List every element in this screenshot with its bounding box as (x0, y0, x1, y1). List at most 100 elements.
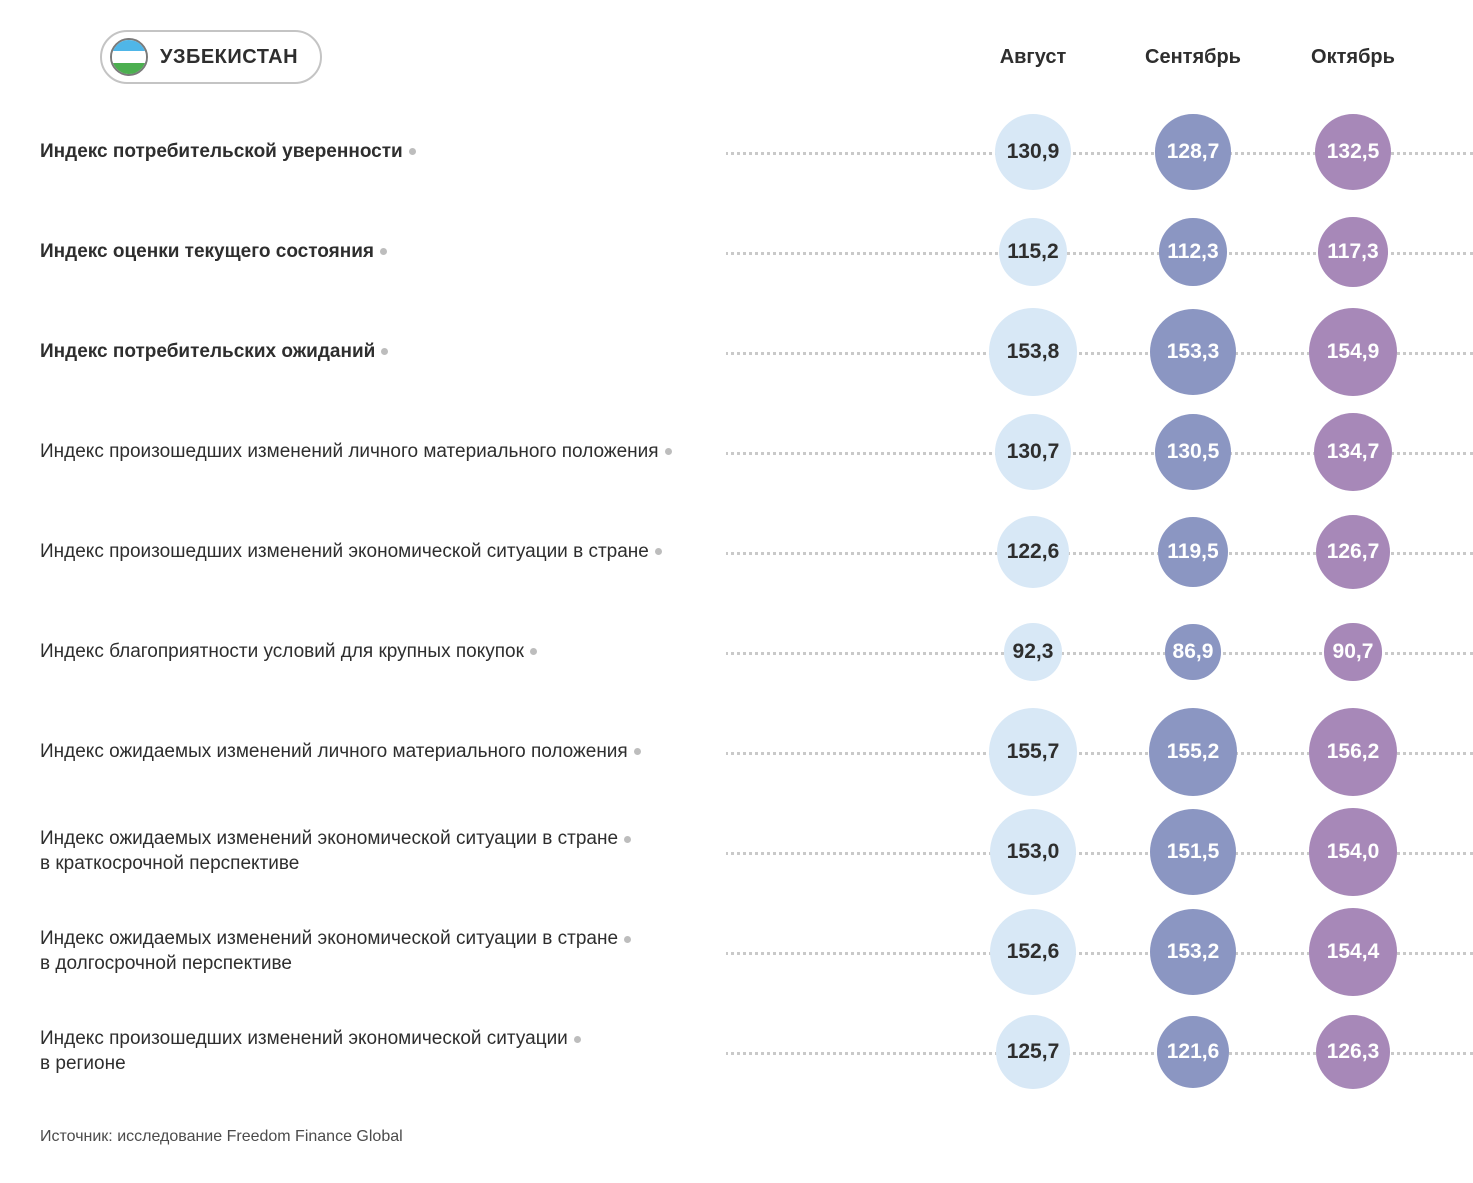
bubble-cell: 130,9 (953, 114, 1113, 191)
bubbles: 153,0 151,5 154,0 (953, 808, 1433, 895)
data-row: Индекс потребительской уверенности130,91… (40, 102, 1433, 202)
value-bubble: 90,7 (1324, 623, 1381, 680)
month-header-0: Август (953, 46, 1113, 69)
bubbles: 130,9 128,7 132,5 (953, 114, 1433, 191)
bubbles: 153,8 153,3 154,9 (953, 308, 1433, 396)
value-bubble: 153,2 (1150, 909, 1237, 996)
value-bubble: 154,9 (1309, 308, 1397, 396)
bubbles: 115,2 112,3 117,3 (953, 217, 1433, 287)
bubble-cell: 134,7 (1273, 413, 1433, 491)
value-bubble: 117,3 (1318, 217, 1388, 287)
bubble-cell: 117,3 (1273, 217, 1433, 287)
leader-dot-icon (624, 836, 631, 843)
row-label: Индекс благоприятности условий для крупн… (40, 640, 726, 665)
flag-icon (110, 38, 148, 76)
value-bubble: 130,7 (995, 414, 1071, 490)
value-bubble: 112,3 (1159, 218, 1226, 285)
bubble-cell: 119,5 (1113, 515, 1273, 589)
bubble-cell: 154,4 (1273, 908, 1433, 995)
value-bubble: 155,7 (989, 708, 1077, 796)
bubble-cell: 156,2 (1273, 708, 1433, 796)
value-bubble: 130,5 (1155, 414, 1231, 490)
bubble-cell: 153,2 (1113, 908, 1273, 995)
value-bubble: 121,6 (1157, 1016, 1229, 1088)
bubble-cell: 126,7 (1273, 515, 1433, 589)
bubble-cell: 153,0 (953, 808, 1113, 895)
data-row: Индекс ожидаемых изменений экономической… (40, 902, 1433, 1002)
value-bubble: 153,8 (989, 308, 1076, 395)
header-row: УЗБЕКИСТАН Август Сентябрь Октябрь (40, 30, 1433, 84)
flag-stripe-mid (112, 51, 146, 63)
row-label: Индекс потребительских ожиданий (40, 340, 726, 365)
bubbles: 125,7 121,6 126,3 (953, 1015, 1433, 1089)
bubble-cell: 126,3 (1273, 1015, 1433, 1089)
bubbles: 152,6 153,2 154,4 (953, 908, 1433, 995)
value-bubble: 126,3 (1316, 1015, 1390, 1089)
leader-dot-icon (530, 648, 537, 655)
bubbles: 92,3 86,9 90,7 (953, 623, 1433, 681)
value-bubble: 134,7 (1314, 413, 1392, 491)
infographic-root: УЗБЕКИСТАН Август Сентябрь Октябрь Индек… (0, 0, 1473, 1166)
bubble-cell: 132,5 (1273, 114, 1433, 191)
leader-dot-icon (665, 448, 672, 455)
value-bubble: 128,7 (1155, 114, 1230, 189)
leader-dot-icon (634, 748, 641, 755)
value-bubble: 126,7 (1316, 515, 1390, 589)
row-label: Индекс оценки текущего состояния (40, 240, 726, 265)
value-bubble: 156,2 (1309, 708, 1397, 796)
bubbles: 122,6 119,5 126,7 (953, 515, 1433, 589)
bubble-cell: 130,5 (1113, 413, 1273, 491)
bubble-cell: 115,2 (953, 217, 1113, 287)
bubble-cell: 153,8 (953, 308, 1113, 396)
data-row: Индекс ожидаемых изменений экономической… (40, 802, 1433, 902)
value-bubble: 130,9 (995, 114, 1071, 190)
month-header-2: Октябрь (1273, 46, 1433, 69)
leader-dot-icon (380, 248, 387, 255)
bubble-cell: 86,9 (1113, 623, 1273, 681)
flag-stripe-bot (112, 63, 146, 74)
value-bubble: 86,9 (1165, 624, 1220, 679)
month-header-1: Сентябрь (1113, 46, 1273, 69)
row-label: Индекс ожидаемых изменений экономической… (40, 827, 726, 876)
value-bubble: 153,3 (1150, 309, 1237, 396)
data-row: Индекс произошедших изменений личного ма… (40, 402, 1433, 502)
data-row: Индекс ожидаемых изменений личного матер… (40, 702, 1433, 802)
row-label: Индекс произошедших изменений экономичес… (40, 1027, 726, 1076)
country-pill: УЗБЕКИСТАН (100, 30, 322, 84)
value-bubble: 152,6 (990, 909, 1076, 995)
bubble-cell: 122,6 (953, 515, 1113, 589)
value-bubble: 92,3 (1004, 623, 1062, 681)
bubble-cell: 152,6 (953, 908, 1113, 995)
bubble-cell: 155,7 (953, 708, 1113, 796)
bubble-cell: 90,7 (1273, 623, 1433, 681)
value-bubble: 122,6 (997, 516, 1069, 588)
row-label: Индекс произошедших изменений экономичес… (40, 540, 726, 565)
data-row: Индекс произошедших изменений экономичес… (40, 502, 1433, 602)
bubble-cell: 151,5 (1113, 808, 1273, 895)
data-row: Индекс благоприятности условий для крупн… (40, 602, 1433, 702)
country-name: УЗБЕКИСТАН (160, 46, 298, 69)
value-bubble: 125,7 (996, 1015, 1070, 1089)
row-label: Индекс потребительской уверенности (40, 140, 726, 165)
value-bubble: 151,5 (1150, 809, 1236, 895)
bubble-cell: 112,3 (1113, 217, 1273, 287)
value-bubble: 119,5 (1158, 517, 1229, 588)
bubbles: 155,7 155,2 156,2 (953, 708, 1433, 796)
rows-container: Индекс потребительской уверенности130,91… (40, 102, 1433, 1102)
bubble-cell: 154,9 (1273, 308, 1433, 396)
value-bubble: 154,0 (1309, 808, 1396, 895)
row-label: Индекс ожидаемых изменений экономической… (40, 927, 726, 976)
value-bubble: 132,5 (1315, 114, 1392, 191)
bubble-cell: 92,3 (953, 623, 1113, 681)
month-headers: Август Сентябрь Октябрь (953, 46, 1433, 69)
row-label: Индекс произошедших изменений личного ма… (40, 440, 726, 465)
row-label: Индекс ожидаемых изменений личного матер… (40, 740, 726, 765)
leader-dot-icon (624, 936, 631, 943)
leader-dot-icon (381, 348, 388, 355)
value-bubble: 115,2 (999, 218, 1068, 287)
bubble-cell: 125,7 (953, 1015, 1113, 1089)
data-row: Индекс произошедших изменений экономичес… (40, 1002, 1433, 1102)
leader-dot-icon (655, 548, 662, 555)
value-bubble: 154,4 (1309, 908, 1396, 995)
bubble-cell: 155,2 (1113, 708, 1273, 796)
